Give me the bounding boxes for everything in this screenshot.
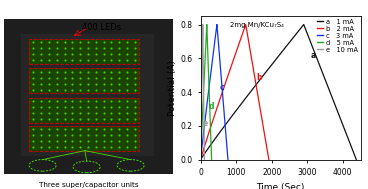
Bar [29,39,139,64]
Text: c: c [220,83,224,92]
Bar [29,68,139,93]
Text: 2mg Mn/KCu₇S₄: 2mg Mn/KCu₇S₄ [230,22,284,28]
Bar [29,98,139,123]
Text: e: e [203,119,208,128]
Bar [29,39,139,64]
Bar [29,126,139,151]
Bar [21,34,153,155]
Bar [29,98,139,123]
Text: Three super/capacitor units: Three super/capacitor units [39,182,138,188]
Bar [29,68,139,93]
Y-axis label: Potential (A): Potential (A) [168,60,177,116]
Legend: a   1 mA, b   2 mA, c   3 mA, d   5 mA, e   10 mA: a 1 mA, b 2 mA, c 3 mA, d 5 mA, e 10 mA [315,17,359,54]
Text: b: b [257,73,262,82]
Text: a: a [311,51,316,60]
Text: 400 LEDs: 400 LEDs [82,23,121,32]
Bar [29,126,139,151]
Text: d: d [208,102,214,111]
X-axis label: Time (Sec): Time (Sec) [256,183,305,189]
